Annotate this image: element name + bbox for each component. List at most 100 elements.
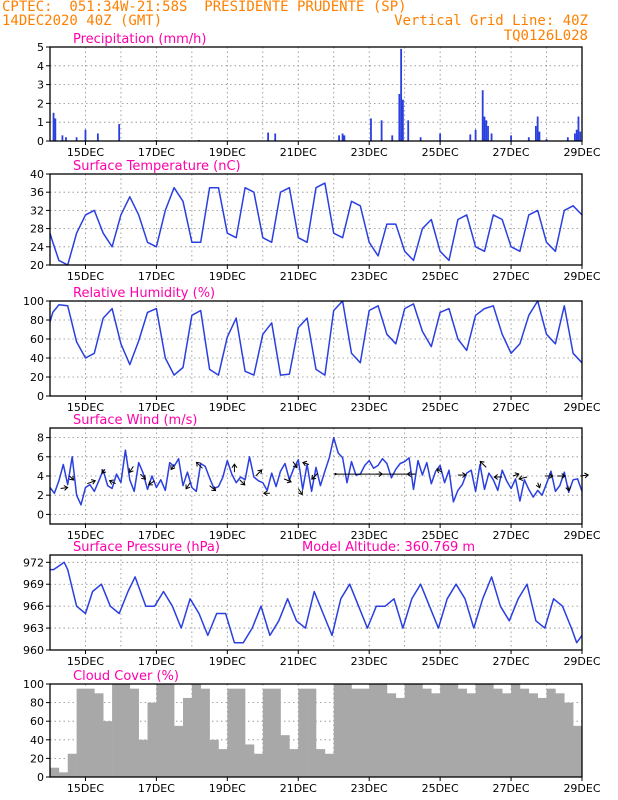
wind-arrow	[311, 472, 319, 480]
cloud-column	[440, 684, 450, 777]
y-tick-label: 972	[23, 556, 44, 569]
precip-bar	[534, 125, 537, 141]
series-line	[49, 182, 583, 266]
x-tick-label: 21DEC	[280, 401, 317, 414]
x-tick-label: 27DEC	[493, 529, 530, 542]
wind-arrow-head	[108, 479, 114, 485]
wind-arrow	[128, 466, 134, 473]
precip-bar	[267, 132, 270, 141]
x-tick-label: 29DEC	[563, 529, 600, 542]
cloud-column	[404, 684, 414, 777]
y-tick-label: 60	[30, 715, 44, 728]
wind-arrow-head	[147, 480, 153, 486]
x-tick-label: 27DEC	[493, 655, 530, 668]
precip-bar	[118, 124, 121, 141]
wind-arrow-head	[462, 472, 467, 478]
cloud-column	[227, 688, 237, 777]
y-tick-label: 36	[30, 186, 44, 199]
panel-precipitation: Precipitation (mm/h) 0 1 2 3 4 5 15DEC 17DEC 19DE…	[37, 32, 601, 159]
y-tick-label: 1	[37, 116, 44, 129]
x-tick-label: 27DEC	[493, 270, 530, 283]
y-tick-label: 100	[23, 678, 44, 691]
wind-arrow-head	[514, 472, 520, 478]
cloud-column	[378, 684, 388, 777]
wind-arrow	[60, 486, 68, 489]
x-tick-label: 25DEC	[422, 146, 459, 159]
cloud-column	[138, 739, 148, 777]
cloud-column	[209, 739, 219, 777]
y-tick-label: 100	[23, 295, 44, 308]
precip-bar	[380, 120, 383, 141]
cloud-column	[511, 684, 521, 777]
panel-cloud: Cloud Cover (%) 0 20 40 60 80 100 15DEC 17DEC 19D…	[23, 669, 601, 795]
x-tick-label: 29DEC	[563, 146, 600, 159]
cloud-column	[537, 697, 547, 777]
wind-arrow	[239, 479, 246, 486]
x-tick-label: 17DEC	[138, 655, 175, 668]
wind-arrow-head	[231, 463, 238, 468]
precip-bar	[469, 134, 472, 141]
wind-arrow-head	[535, 483, 542, 489]
precip-bar	[483, 116, 486, 141]
cloud-column	[519, 688, 530, 777]
cloud-column	[386, 693, 397, 777]
series-line	[49, 300, 583, 376]
cloud-column	[395, 697, 405, 777]
wind-arrow	[170, 464, 175, 470]
x-tick-label: 15DEC	[67, 270, 104, 283]
x-tick-label: 15DEC	[67, 655, 104, 668]
wind-arrow	[537, 482, 541, 488]
y-tick-label: 40	[30, 734, 44, 747]
wind-arrow	[185, 482, 191, 489]
wind-arrow-head	[302, 460, 308, 467]
wind-arrow-head	[298, 490, 303, 496]
wind-arrow-head	[101, 468, 107, 474]
wind-arrow-head	[195, 461, 201, 467]
y-tick-label: 80	[30, 697, 44, 710]
y-tick-label: 20	[30, 371, 44, 384]
precip-bar	[485, 120, 488, 141]
y-tick-label: 40	[30, 168, 44, 181]
wind-arrow-head	[69, 475, 75, 481]
panel-frame	[49, 300, 583, 397]
cloud-column	[449, 684, 459, 777]
wind-arrow	[140, 473, 146, 480]
series-line	[49, 436, 583, 506]
cloud-column	[76, 688, 86, 777]
panel-wind: Surface Wind (m/s) 0 2 4 6 8 15DEC 17DEC 19DEC 21…	[37, 413, 601, 542]
y-tick-label: 24	[30, 241, 44, 254]
precip-bar	[96, 133, 99, 141]
panel-title: Surface Pressure (hPa)	[73, 540, 220, 555]
precip-bar	[510, 135, 512, 141]
y-tick-label: 0	[37, 771, 44, 784]
y-tick-label: 20	[30, 752, 44, 765]
y-tick-label: 963	[23, 622, 44, 635]
panel-title: Precipitation (mm/h)	[73, 32, 206, 47]
x-tick-label: 15DEC	[67, 782, 104, 795]
wind-arrow	[297, 488, 303, 495]
wind-arrow-head	[240, 480, 246, 486]
y-tick-label: 20	[30, 259, 44, 272]
y-tick-label: 60	[30, 333, 44, 346]
cloud-column	[528, 693, 538, 777]
panel-frame	[49, 554, 583, 651]
wind-arrow-head	[63, 485, 69, 491]
cloud-column	[431, 693, 441, 777]
cloud-column	[218, 749, 228, 777]
precip-bar	[490, 133, 493, 141]
cloud-column	[58, 772, 69, 777]
y-tick-label: 8	[37, 432, 44, 445]
panel-frame	[49, 427, 583, 525]
y-tick-label: 3	[37, 79, 44, 92]
wind-arrow-head	[141, 474, 147, 480]
y-tick-label: 0	[37, 390, 44, 403]
wind-arrow-head	[185, 484, 191, 490]
grid-line-label: Vertical Grid Line: 40Z	[394, 13, 588, 29]
wind-arrow	[292, 461, 298, 468]
x-tick-label: 29DEC	[563, 270, 600, 283]
x-tick-label: 27DEC	[493, 146, 530, 159]
precip-bar	[527, 137, 530, 141]
wind-arrow	[109, 480, 116, 485]
precip-bar	[54, 118, 57, 141]
